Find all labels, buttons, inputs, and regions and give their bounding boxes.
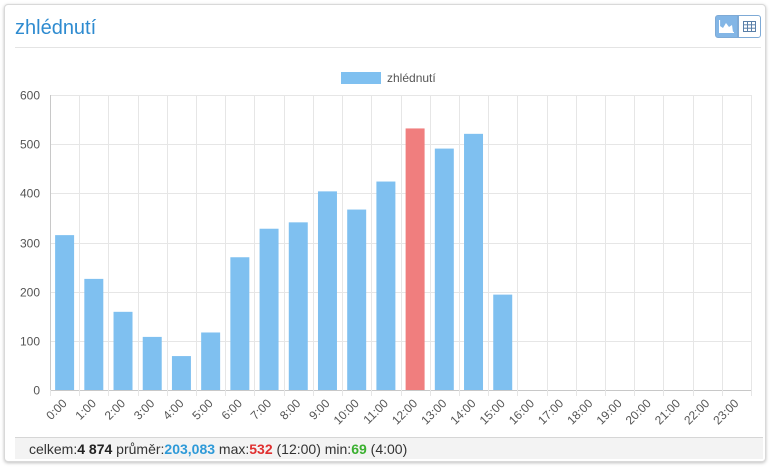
area-chart-icon (719, 20, 734, 33)
bar (84, 278, 104, 390)
x-tick-label: 1:00 (73, 396, 100, 423)
x-tick-label: 8:00 (277, 396, 304, 423)
bar (288, 222, 308, 390)
bar (55, 235, 75, 390)
total-value: 4 874 (77, 441, 113, 457)
chart-view-button[interactable] (715, 15, 738, 38)
x-tick-label: 16:00 (506, 396, 537, 427)
min-time: (4:00) (370, 441, 408, 457)
bar (142, 336, 162, 390)
x-tick-label: 5:00 (189, 396, 216, 423)
panel-title: zhlédnutí (15, 17, 97, 39)
y-tick-label: 200 (20, 286, 40, 300)
max-label: max: (218, 441, 250, 457)
bar (464, 133, 484, 390)
total-label: celkem: (29, 441, 78, 457)
x-tick-label: 21:00 (652, 396, 683, 427)
x-tick-label: 3:00 (131, 396, 158, 423)
min-label: min: (324, 441, 352, 457)
bar (230, 257, 250, 390)
avg-label: průměr: (116, 441, 165, 457)
bar (201, 332, 221, 390)
y-tick-label: 0 (33, 384, 40, 398)
min-value: 69 (351, 441, 367, 457)
table-icon (743, 21, 756, 32)
bar (493, 294, 513, 390)
x-tick-label: 2:00 (102, 396, 129, 423)
bar (259, 228, 279, 390)
x-tick-label: 22:00 (681, 396, 712, 427)
x-tick-label: 4:00 (160, 396, 187, 423)
x-tick-label: 23:00 (710, 396, 741, 427)
legend-label: zhlédnutí (387, 71, 436, 85)
bar (347, 209, 367, 390)
bar (434, 148, 454, 390)
x-tick-label: 18:00 (564, 396, 595, 427)
x-tick-label: 7:00 (248, 396, 275, 423)
x-tick-label: 14:00 (448, 396, 479, 427)
max-value: 532 (249, 441, 273, 457)
x-tick-label: 15:00 (477, 396, 508, 427)
y-tick-label: 400 (20, 187, 40, 201)
x-tick-label: 13:00 (418, 396, 449, 427)
table-view-button[interactable] (738, 15, 761, 38)
x-tick-label: 20:00 (623, 396, 654, 427)
y-tick-label: 600 (20, 89, 40, 103)
bar (376, 181, 396, 390)
x-tick-label: 11:00 (361, 396, 392, 427)
y-tick-label: 100 (20, 335, 40, 349)
x-tick-label: 12:00 (389, 396, 420, 427)
avg-value: 203,083 (164, 441, 216, 457)
x-tick-label: 0:00 (43, 396, 70, 423)
x-tick-label: 10:00 (331, 396, 362, 427)
legend-swatch (341, 72, 381, 84)
x-tick-label: 6:00 (219, 396, 246, 423)
y-tick-label: 500 (20, 138, 40, 152)
y-tick-label: 300 (20, 237, 40, 251)
x-tick-label: 9:00 (306, 396, 333, 423)
bar (405, 128, 425, 390)
bar (171, 356, 191, 390)
title-divider (15, 47, 761, 48)
stats-bar: celkem:4 874 průměr:203,083 max:532 (12:… (15, 437, 763, 459)
bar (113, 311, 133, 390)
bar (317, 191, 337, 390)
x-tick-label: 17:00 (535, 396, 566, 427)
x-tick-label: 19:00 (594, 396, 625, 427)
max-time: (12:00) (276, 441, 321, 457)
